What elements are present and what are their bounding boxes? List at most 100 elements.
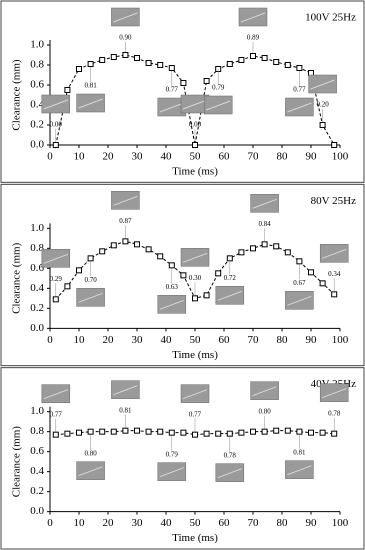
x-tick-label: 80 bbox=[277, 151, 289, 163]
annotation-label: 0.77 bbox=[50, 410, 63, 418]
data-marker bbox=[296, 65, 303, 71]
data-marker bbox=[215, 270, 222, 277]
annotation-label: 0.84 bbox=[258, 220, 271, 228]
annotation-label: 0.80 bbox=[258, 407, 271, 415]
thumbnail-streak bbox=[43, 253, 68, 264]
data-marker bbox=[261, 428, 268, 435]
data-marker bbox=[273, 59, 280, 65]
x-tick-label: 80 bbox=[277, 334, 289, 346]
data-marker bbox=[226, 430, 233, 437]
annotation-label: 0.79 bbox=[166, 450, 179, 458]
data-marker bbox=[319, 280, 326, 287]
annotation-label: 0.81 bbox=[119, 406, 132, 414]
data-marker bbox=[76, 267, 82, 274]
data-marker bbox=[64, 87, 71, 93]
thumbnail-streak bbox=[78, 292, 103, 303]
data-marker bbox=[203, 430, 210, 437]
data-marker bbox=[308, 269, 314, 276]
data-marker bbox=[134, 55, 140, 61]
data-marker bbox=[250, 428, 256, 435]
x-tick-label: 100 bbox=[332, 517, 349, 529]
annotation-label: 0.29 bbox=[50, 275, 63, 283]
thumbnail-streak bbox=[78, 98, 103, 109]
y-tick-label: 0.0 bbox=[30, 322, 44, 334]
x-tick-label: 80 bbox=[277, 517, 289, 529]
x-tick-label: 0 bbox=[47, 517, 53, 529]
annotation-label: 0.80 bbox=[84, 449, 97, 457]
panel-border bbox=[0, 0, 365, 183]
y-tick-label: 0.2 bbox=[30, 119, 44, 131]
data-marker bbox=[145, 60, 152, 66]
data-marker bbox=[308, 429, 314, 436]
y-tick-label: 0.6 bbox=[30, 262, 44, 274]
x-tick-label: 0 bbox=[47, 151, 53, 163]
data-marker bbox=[203, 292, 210, 299]
data-marker bbox=[52, 296, 59, 303]
data-marker bbox=[122, 238, 129, 245]
thumbnail-streak bbox=[287, 102, 312, 113]
data-marker bbox=[273, 243, 280, 250]
y-axis-label: Clearance (mm) bbox=[11, 426, 23, 497]
x-tick-label: 10 bbox=[74, 151, 86, 163]
x-tick-label: 60 bbox=[219, 334, 231, 346]
x-tick-label: 100 bbox=[332, 151, 349, 163]
y-tick-label: 0.6 bbox=[30, 79, 44, 91]
data-marker bbox=[122, 427, 129, 434]
thumbnail-streak bbox=[113, 385, 138, 396]
data-marker bbox=[284, 62, 291, 68]
annotation-label: 0.34 bbox=[328, 270, 341, 278]
data-marker bbox=[64, 283, 71, 290]
data-marker bbox=[319, 429, 326, 436]
thumbnail-streak bbox=[217, 290, 242, 301]
data-marker bbox=[99, 57, 106, 63]
annotation-label: 0.63 bbox=[166, 283, 179, 291]
annotation-label: 0.90 bbox=[119, 34, 132, 42]
data-marker bbox=[250, 53, 256, 59]
thumbnail-streak bbox=[182, 252, 208, 263]
annotation-label: 0.77 bbox=[166, 86, 179, 94]
y-tick-label: 1.0 bbox=[30, 222, 44, 234]
x-tick-label: 50 bbox=[190, 334, 202, 346]
x-tick-label: 40 bbox=[161, 517, 173, 529]
data-marker bbox=[226, 61, 233, 67]
data-marker bbox=[157, 62, 164, 68]
data-marker bbox=[296, 428, 303, 435]
x-tick-label: 70 bbox=[248, 517, 260, 529]
x-tick-label: 10 bbox=[74, 517, 86, 529]
data-marker bbox=[331, 291, 338, 298]
y-tick-label: 0.8 bbox=[30, 59, 44, 71]
annotation-label: 0.30 bbox=[189, 274, 202, 282]
x-tick-label: 70 bbox=[248, 334, 260, 346]
y-tick-label: 0.2 bbox=[30, 302, 44, 314]
thumbnail-streak bbox=[113, 12, 138, 23]
data-marker bbox=[319, 122, 326, 128]
y-axis-label: Clearance (mm) bbox=[11, 242, 23, 313]
data-marker bbox=[110, 428, 117, 435]
x-tick-label: 20 bbox=[103, 151, 115, 163]
x-tick-label: 30 bbox=[132, 334, 144, 346]
panel-border bbox=[0, 183, 365, 367]
y-tick-label: 0.2 bbox=[30, 485, 44, 497]
data-marker bbox=[52, 431, 59, 438]
annotation-label: 0.67 bbox=[293, 279, 306, 287]
thumbnail-streak bbox=[113, 195, 138, 206]
thumbnail-streak bbox=[206, 100, 231, 111]
y-tick-label: 1.0 bbox=[30, 39, 44, 51]
data-marker bbox=[192, 431, 198, 438]
x-tick-label: 100 bbox=[332, 334, 349, 346]
x-tick-label: 10 bbox=[74, 334, 86, 346]
data-marker bbox=[87, 255, 94, 262]
y-tick-label: 1.0 bbox=[30, 405, 44, 417]
thumbnail-streak bbox=[43, 99, 68, 110]
panel-title: 80V 25Hz bbox=[311, 195, 356, 207]
data-marker bbox=[52, 142, 59, 148]
annotation-label: 0.70 bbox=[84, 276, 97, 284]
thumbnail-streak bbox=[159, 467, 184, 478]
data-marker bbox=[180, 429, 187, 436]
data-marker bbox=[145, 428, 152, 435]
x-tick-label: 20 bbox=[103, 517, 115, 529]
y-tick-label: 0.0 bbox=[30, 505, 44, 517]
thumbnail-streak bbox=[252, 386, 277, 397]
y-tick-label: 0.6 bbox=[30, 445, 44, 457]
